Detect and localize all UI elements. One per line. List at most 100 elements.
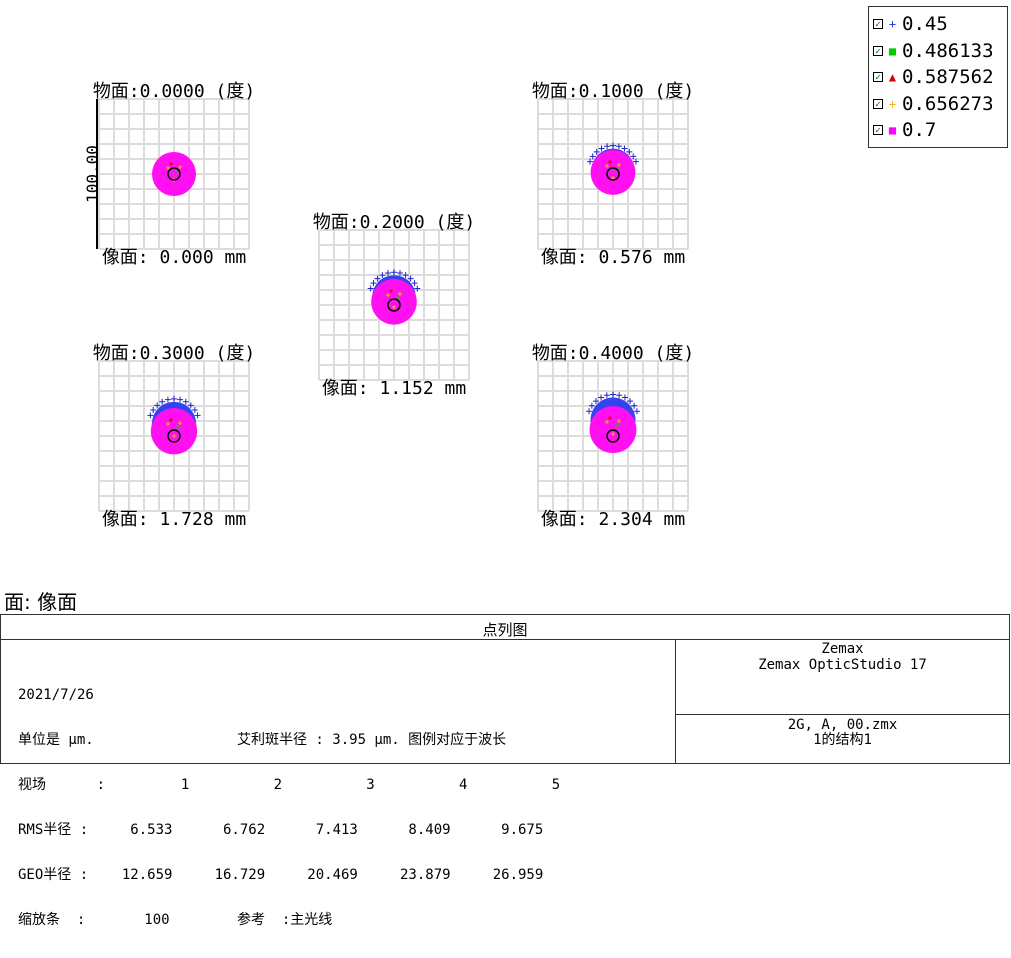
spot-marker	[592, 398, 599, 405]
spot-marker	[191, 406, 198, 413]
legend-check-icon[interactable]: ✓	[873, 19, 883, 30]
spot-series-0.7	[152, 152, 196, 196]
airy-disk	[606, 167, 620, 181]
field-image-label: 像面: 0.576 mm	[541, 247, 685, 268]
legend-marker-icon: ■	[888, 123, 897, 138]
spot-marker	[171, 395, 177, 402]
spot-panel-field-3: 物面:0.2000 (度) 像面: 1.152 mm	[313, 212, 475, 399]
spot-marker	[617, 163, 621, 167]
legend-check-icon[interactable]: ✓	[873, 98, 883, 110]
software-vendor: Zemax	[821, 641, 864, 657]
spot-marker	[147, 412, 154, 419]
spot-marker	[621, 394, 628, 401]
legend-label: 0.656273	[902, 92, 994, 115]
info-fields: 视场 : 1 2 3 4 5	[18, 777, 561, 793]
scale-bar: 100.00	[83, 99, 102, 249]
legend-label: 0.587562	[902, 66, 994, 89]
info-rms: RMS半径 : 6.533 6.762 7.413 8.409 9.675	[18, 822, 544, 838]
legend-item-4: ✓ +0.656273	[869, 91, 1007, 118]
spot-series-0.7	[371, 279, 417, 325]
spot-panel-field-4: 物面:0.3000 (度) 像面: 1.728 mm	[93, 343, 255, 530]
spot-panel-field-5: 物面:0.4000 (度) 像面: 2.304 mm	[532, 343, 694, 530]
spot-marker	[187, 402, 194, 409]
legend-label: 0.7	[902, 119, 937, 142]
spot-marker	[626, 148, 633, 155]
spot-marker	[396, 269, 403, 276]
spot-marker	[392, 305, 396, 309]
field-object-label: 物面:0.4000 (度)	[532, 343, 694, 364]
info-block: 2021/7/26 单位是 µm. 艾利斑半径 : 3.95 µm. 图例对应于…	[18, 658, 560, 958]
spot-marker	[588, 402, 595, 409]
legend-item-1: ✓ +0.45	[869, 11, 1007, 38]
spot-marker	[615, 143, 622, 150]
spot-marker	[178, 165, 182, 169]
spot-marker	[631, 402, 638, 409]
spot-marker	[617, 419, 621, 423]
spot-marker	[154, 402, 161, 409]
spot-marker	[621, 145, 628, 152]
spot-marker	[370, 280, 377, 287]
file-block: 2G, A, 00.zmx 1的结构1	[675, 718, 1010, 748]
spot-marker	[194, 412, 201, 419]
field-object-label: 物面:0.1000 (度)	[532, 81, 694, 102]
spot-marker	[374, 275, 381, 282]
field-image-label: 像面: 2.304 mm	[541, 509, 685, 530]
info-units-airy: 单位是 µm. 艾利斑半径 : 3.95 µm. 图例对应于波长	[18, 732, 507, 748]
scale-bar-label: 100.00	[83, 145, 102, 203]
spot-marker	[385, 269, 392, 276]
legend-check-icon[interactable]: ✓	[873, 45, 883, 57]
file-name: 2G, A, 00.zmx	[787, 717, 898, 733]
spot-marker	[398, 292, 402, 296]
spot-marker	[627, 398, 634, 405]
legend-marker-icon: ▲	[888, 70, 897, 85]
field-object-label: 物面:0.3000 (度)	[93, 343, 255, 364]
field-image-label: 像面: 0.000 mm	[102, 247, 246, 268]
spot-marker	[608, 160, 612, 164]
spot-marker	[379, 272, 386, 279]
spot-panel-field-2: 物面:0.1000 (度) 像面: 0.576 mm	[532, 81, 694, 268]
spot-marker	[386, 293, 390, 297]
spot-marker	[166, 166, 170, 170]
airy-disk	[167, 167, 181, 181]
spot-marker	[608, 416, 612, 420]
field-image-label: 像面: 1.728 mm	[102, 509, 246, 530]
spot-marker	[616, 392, 623, 399]
spot-marker	[632, 158, 639, 165]
spot-marker	[589, 153, 596, 160]
info-scale-ref: 缩放条 : 100 参考 :主光线	[18, 912, 333, 928]
spot-marker	[177, 396, 184, 403]
spot-marker	[159, 398, 166, 405]
airy-disk	[387, 298, 401, 312]
legend-label: 0.45	[902, 13, 948, 36]
spot-marker	[604, 143, 611, 150]
spot-marker	[610, 142, 616, 149]
spot-marker	[610, 391, 616, 398]
spot-diagram-plot: 物面:0.0000 (度) 像面: 0.000 mm 物面:0.1000 (度) 像面…	[83, 81, 694, 530]
config-name: 1的结构1	[813, 732, 872, 748]
legend-marker-icon: +	[888, 17, 897, 32]
spot-marker	[166, 422, 170, 426]
software-block: Zemax Zemax OpticStudio 17	[675, 641, 1010, 673]
spot-marker	[598, 145, 605, 152]
airy-disk	[167, 429, 181, 443]
software-name: Zemax OpticStudio 17	[758, 657, 927, 673]
field-object-label: 物面:0.0000 (度)	[93, 81, 255, 102]
spot-marker	[587, 158, 594, 165]
spot-marker	[603, 392, 610, 399]
legend-check-icon[interactable]: ✓	[873, 72, 883, 83]
frame-title: 点列图	[482, 621, 528, 639]
legend-label: 0.486133	[902, 39, 994, 62]
field-object-label: 物面:0.2000 (度)	[313, 212, 475, 233]
spot-marker	[407, 275, 414, 282]
spot-marker	[414, 285, 421, 292]
spot-marker	[605, 420, 609, 424]
spot-marker	[164, 396, 171, 403]
spot-marker	[176, 425, 180, 429]
legend-marker-icon: +	[888, 96, 897, 111]
airy-disk	[606, 429, 620, 443]
spot-marker	[586, 408, 593, 415]
spot-marker	[598, 394, 605, 401]
spot-marker	[605, 164, 609, 168]
spot-series-0.7	[150, 408, 198, 455]
legend-check-icon[interactable]: ✓	[873, 125, 883, 136]
